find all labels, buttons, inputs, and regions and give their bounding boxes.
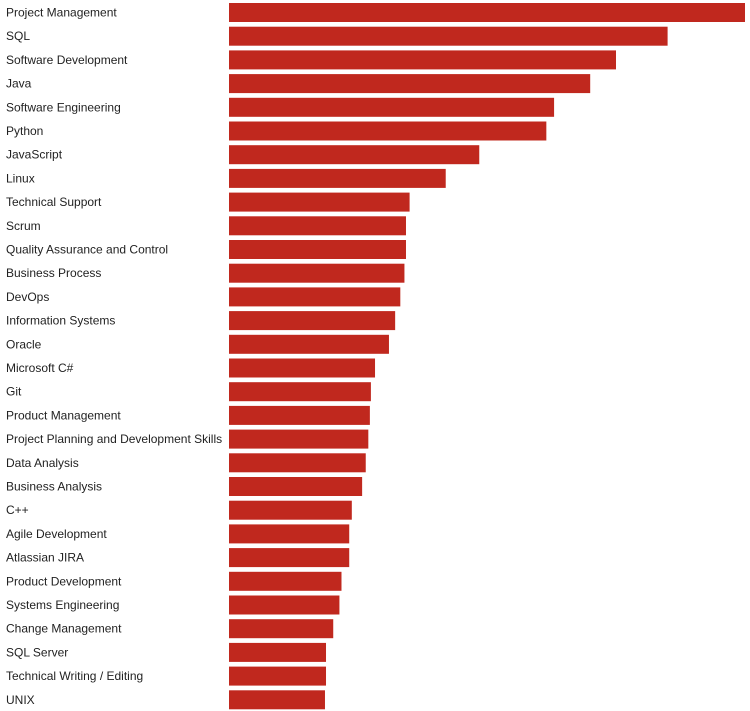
bar-project-management <box>229 3 745 22</box>
category-label-systems-engineering: Systems Engineering <box>6 598 119 612</box>
bar-python <box>229 121 547 141</box>
bar-git <box>229 382 371 402</box>
category-label-project-management: Project Management <box>6 6 117 20</box>
category-label-atlassian-jira: Atlassian JIRA <box>6 551 84 565</box>
category-label-sql-server: SQL Server <box>6 645 68 659</box>
bar-software-development <box>229 50 616 70</box>
category-label-microsoft-c: Microsoft C# <box>6 361 74 375</box>
bar-sql-server <box>229 642 327 662</box>
category-label-business-analysis: Business Analysis <box>6 480 102 494</box>
bar-business-process <box>229 263 405 283</box>
category-label-change-management: Change Management <box>6 622 122 636</box>
bar-java <box>229 74 591 94</box>
category-label-git: Git <box>6 385 22 399</box>
category-label-product-development: Product Development <box>6 574 122 588</box>
bar-scrum <box>229 216 406 236</box>
bar-devops <box>229 287 401 307</box>
bar-product-development <box>229 571 342 591</box>
bar-linux <box>229 168 446 188</box>
category-label-software-engineering: Software Engineering <box>6 100 121 114</box>
bar-business-analysis <box>229 477 363 496</box>
category-label-agile-development: Agile Development <box>6 527 107 541</box>
category-label-product-management: Product Management <box>6 408 121 422</box>
category-label-python: Python <box>6 124 43 138</box>
bar-information-systems <box>229 311 396 331</box>
category-label-unix: UNIX <box>6 693 35 707</box>
category-label-sql: SQL <box>6 29 30 43</box>
bar-change-management <box>229 619 334 639</box>
category-label-quality-assurance-and-control: Quality Assurance and Control <box>6 243 168 257</box>
bar-software-engineering <box>229 97 555 117</box>
category-label-java: Java <box>6 77 32 91</box>
bar-systems-engineering <box>229 595 340 615</box>
bar-technical-writing-editing <box>229 666 327 686</box>
bar-agile-development <box>229 524 350 544</box>
bar-javascript <box>229 145 480 165</box>
bar-product-management <box>229 405 370 425</box>
category-label-information-systems: Information Systems <box>6 314 115 328</box>
category-label-oracle: Oracle <box>6 337 42 351</box>
category-label-project-planning-and-development-skills: Project Planning and Development Skills <box>6 432 222 446</box>
bar-oracle <box>229 334 389 354</box>
category-label-c: C++ <box>6 503 29 517</box>
category-label-linux: Linux <box>6 171 35 185</box>
category-label-technical-writing-editing: Technical Writing / Editing <box>6 669 143 683</box>
bar-data-analysis <box>229 453 366 473</box>
bar-quality-assurance-and-control <box>229 240 406 259</box>
bar-technical-support <box>229 192 410 212</box>
bar-unix <box>229 690 325 710</box>
bar-c <box>229 500 352 520</box>
category-label-technical-support: Technical Support <box>6 195 102 209</box>
category-label-data-analysis: Data Analysis <box>6 456 79 470</box>
bar-atlassian-jira <box>229 548 350 568</box>
bar-sql <box>229 26 668 46</box>
category-label-javascript: JavaScript <box>6 148 63 162</box>
bar-microsoft-c <box>229 358 376 378</box>
category-label-business-process: Business Process <box>6 266 101 280</box>
category-label-software-development: Software Development <box>6 53 128 67</box>
category-label-devops: DevOps <box>6 290 49 304</box>
category-label-scrum: Scrum <box>6 219 41 233</box>
bar-project-planning-and-development-skills <box>229 429 369 449</box>
